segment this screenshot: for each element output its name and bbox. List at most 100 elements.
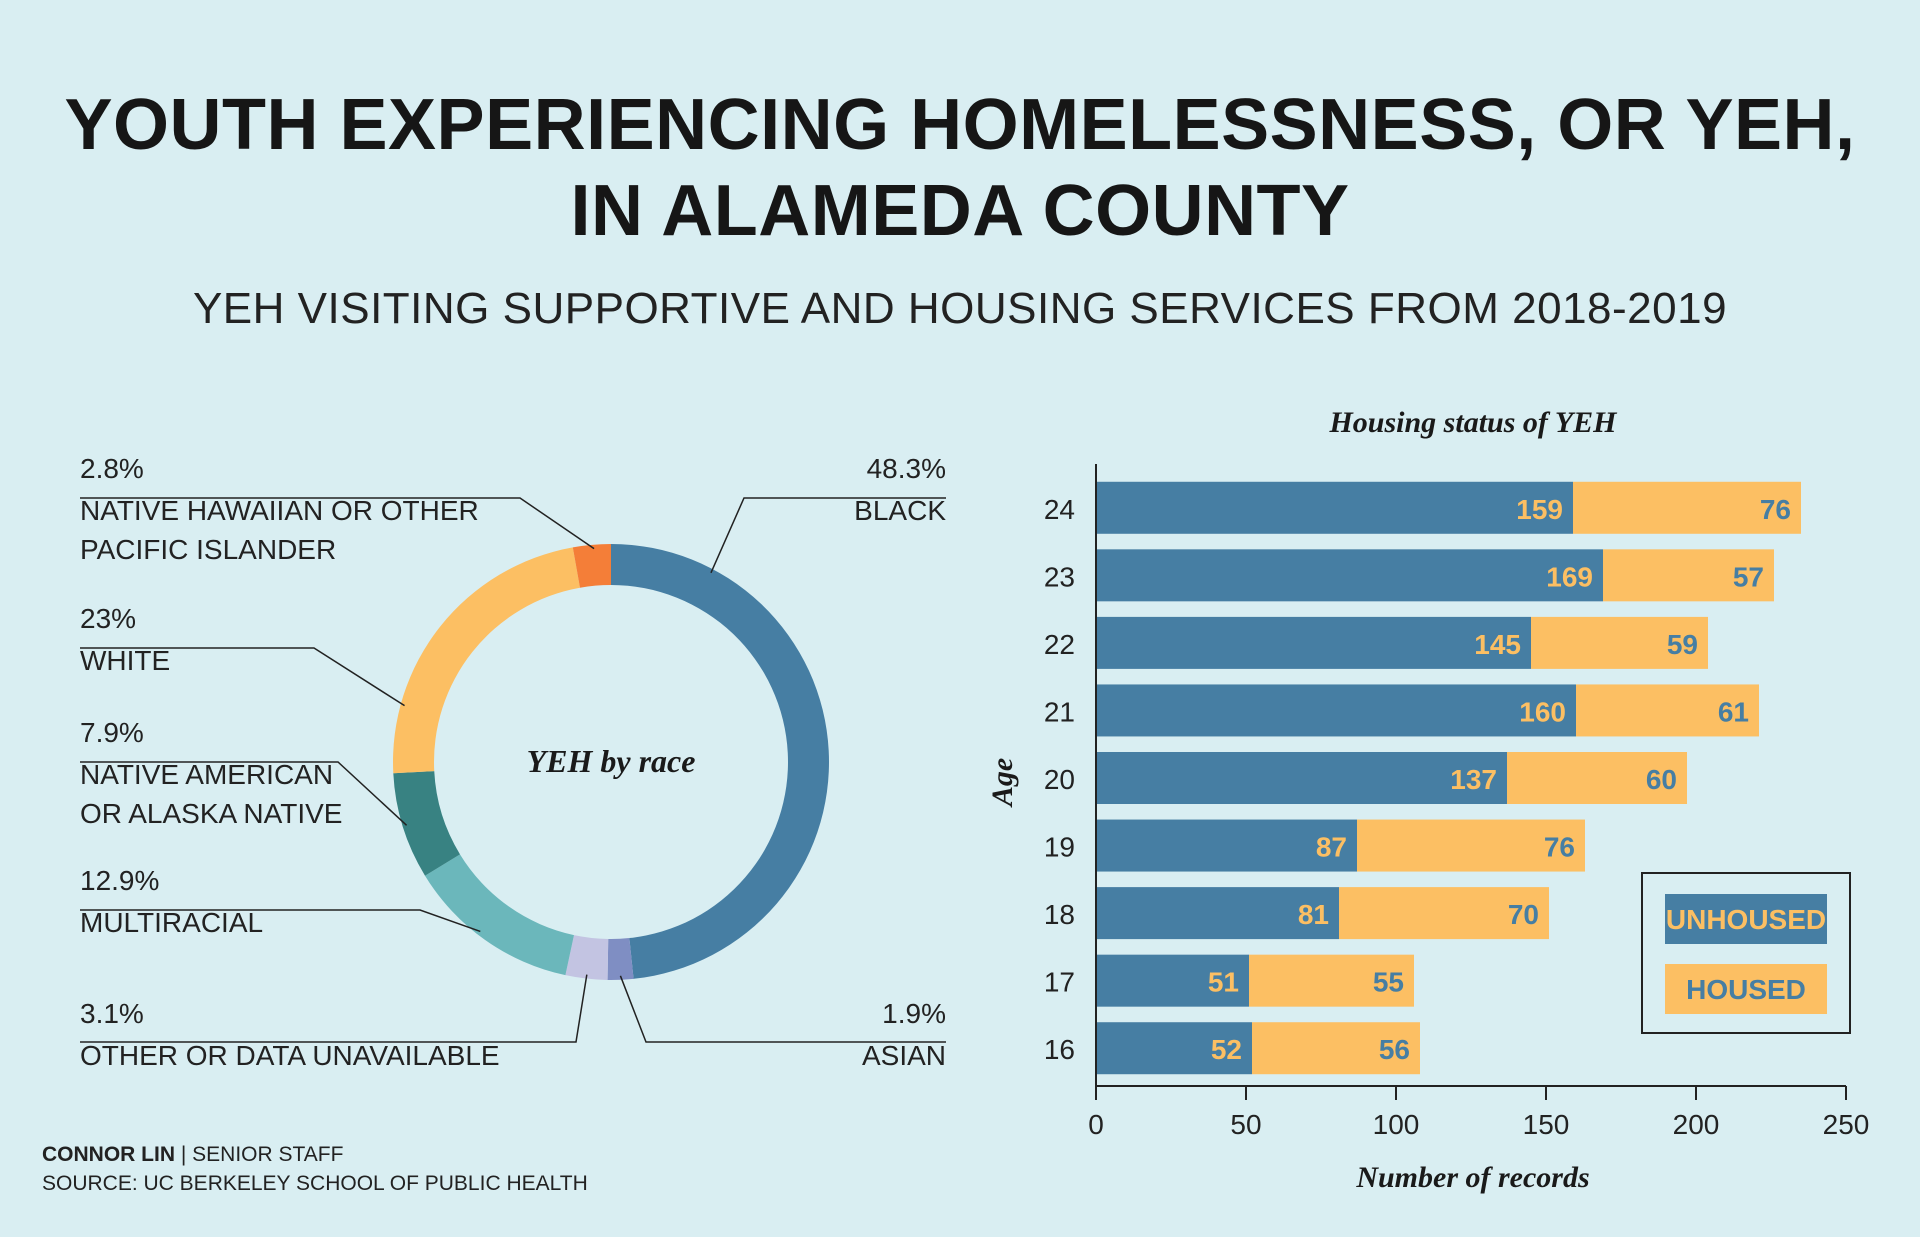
y-tick-label: 22 <box>1044 629 1075 660</box>
x-tick-label: 50 <box>1230 1109 1261 1140</box>
bar-value-label: 137 <box>1450 764 1497 795</box>
donut-slice <box>393 771 460 876</box>
bar-housed <box>1573 481 1801 534</box>
slice-category-label: OR ALASKA NATIVE <box>80 798 342 829</box>
leader-line <box>80 497 595 550</box>
bar-unhoused <box>1096 752 1507 804</box>
y-tick-label: 21 <box>1044 696 1075 727</box>
bar-unhoused <box>1096 887 1339 940</box>
leader-line <box>619 975 946 1043</box>
slice-percent-label: 3.1% <box>80 998 144 1029</box>
y-tick-label: 18 <box>1044 899 1075 930</box>
bar-value-label: 56 <box>1379 1034 1410 1065</box>
bar-chart-title: Housing status of YEH <box>1328 406 1618 439</box>
bar-housed <box>1531 616 1708 669</box>
leader-line <box>80 909 481 933</box>
page-subtitle: YEH VISITING SUPPORTIVE AND HOUSING SERV… <box>192 284 1728 333</box>
bar-value-label: 87 <box>1316 832 1347 863</box>
bar-housed <box>1249 954 1414 1007</box>
y-axis-label: Age <box>986 758 1019 808</box>
slice-percent-label: 12.9% <box>80 865 159 896</box>
slice-percent-label: 2.8% <box>80 453 144 484</box>
donut-center-title: YEH by race <box>527 743 696 779</box>
bar-value-label: 60 <box>1646 764 1677 795</box>
bar-value-label: 59 <box>1667 629 1698 660</box>
bar-value-label: 81 <box>1298 899 1329 930</box>
bar-value-label: 145 <box>1474 629 1521 660</box>
y-tick-label: 24 <box>1044 494 1075 525</box>
bar-unhoused <box>1096 954 1249 1007</box>
bar-value-label: 76 <box>1544 832 1575 863</box>
x-tick-label: 100 <box>1373 1109 1420 1140</box>
donut-slice <box>611 544 829 979</box>
bar-unhoused <box>1096 684 1576 737</box>
bar-value-label: 57 <box>1733 561 1764 592</box>
slice-category-label: NATIVE AMERICAN <box>80 759 333 790</box>
donut-slice <box>425 854 574 976</box>
slice-percent-label: 48.3% <box>867 453 946 484</box>
slice-category-label: BLACK <box>854 495 946 526</box>
bar-value-label: 51 <box>1208 967 1239 998</box>
credit-author: CONNOR LIN <box>42 1143 175 1166</box>
bar-unhoused <box>1096 1022 1252 1075</box>
legend-label: UNHOUSED <box>1666 904 1826 935</box>
leader-line <box>80 647 405 707</box>
bar-value-label: 160 <box>1519 696 1566 727</box>
slice-category-label: PACIFIC ISLANDER <box>80 534 336 565</box>
title-line-1: YOUTH EXPERIENCING HOMELESSNESS, OR YEH, <box>64 85 1856 165</box>
bar-value-label: 55 <box>1373 967 1404 998</box>
leader-line <box>80 761 408 826</box>
slice-category-label: NATIVE HAWAIIAN OR OTHER <box>80 495 479 526</box>
x-tick-label: 200 <box>1673 1109 1720 1140</box>
x-tick-label: 0 <box>1088 1109 1104 1140</box>
leader-line <box>710 497 946 574</box>
donut-slice <box>607 938 634 980</box>
bar-unhoused <box>1096 616 1531 669</box>
bar-housed <box>1252 1022 1420 1075</box>
donut-slice <box>565 935 609 980</box>
slice-category-label: WHITE <box>80 645 170 676</box>
y-tick-label: 19 <box>1044 832 1075 863</box>
donut-slice <box>572 544 611 588</box>
y-tick-label: 17 <box>1044 967 1075 998</box>
slice-category-label: ASIAN <box>862 1040 946 1071</box>
y-tick-label: 23 <box>1044 561 1075 592</box>
bar-unhoused <box>1096 481 1573 534</box>
title-line-2: IN ALAMEDA COUNTY <box>570 171 1350 251</box>
bar-unhoused <box>1096 549 1603 602</box>
credit-role: | SENIOR STAFF <box>180 1143 344 1166</box>
y-tick-label: 16 <box>1044 1034 1075 1065</box>
bar-housed <box>1576 684 1759 737</box>
slice-percent-label: 23% <box>80 603 136 634</box>
credit-source: SOURCE: UC BERKELEY SCHOOL OF PUBLIC HEA… <box>42 1172 588 1195</box>
x-tick-label: 250 <box>1823 1109 1870 1140</box>
slice-category-label: OTHER OR DATA UNAVAILABLE <box>80 1040 500 1071</box>
bar-housed <box>1339 887 1549 940</box>
bar-housed <box>1357 819 1585 872</box>
legend-swatch <box>1665 964 1827 1014</box>
bar-housed <box>1507 752 1687 804</box>
y-tick-label: 20 <box>1044 764 1075 795</box>
bar-housed <box>1603 549 1774 602</box>
legend-box <box>1641 872 1851 1034</box>
bar-value-label: 61 <box>1718 696 1749 727</box>
slice-percent-label: 1.9% <box>882 998 946 1029</box>
x-axis-label: Number of records <box>1355 1161 1589 1194</box>
legend-swatch <box>1665 894 1827 944</box>
bar-value-label: 52 <box>1211 1034 1242 1065</box>
bar-unhoused <box>1096 819 1357 872</box>
x-tick-label: 150 <box>1523 1109 1570 1140</box>
leader-line <box>80 974 588 1043</box>
bar-value-label: 76 <box>1760 494 1791 525</box>
credit-block: CONNOR LIN | SENIOR STAFF SOURCE: UC BER… <box>42 1140 588 1198</box>
bar-value-label: 169 <box>1546 561 1593 592</box>
bar-value-label: 70 <box>1508 899 1539 930</box>
bar-value-label: 159 <box>1516 494 1563 525</box>
slice-category-label: MULTIRACIAL <box>80 907 263 938</box>
donut-slice <box>392 547 580 774</box>
legend-label: HOUSED <box>1686 974 1806 1005</box>
slice-percent-label: 7.9% <box>80 717 144 748</box>
page-title: YOUTH EXPERIENCING HOMELESSNESS, OR YEH,… <box>0 82 1920 254</box>
